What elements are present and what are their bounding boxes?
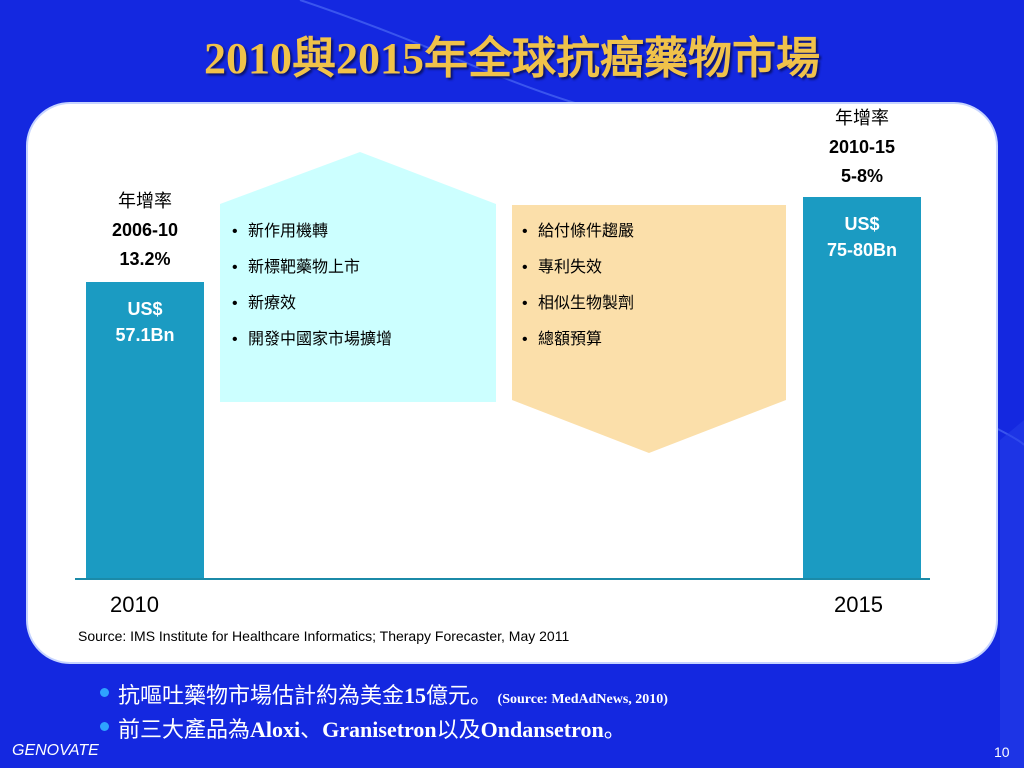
baseline-axis [75, 578, 930, 580]
down-factor-item: 總額預算 [516, 322, 634, 358]
bar-2010-currency: US$ [127, 299, 163, 319]
note-2-sep-2: 以及 [436, 717, 481, 742]
page-number: 10 [994, 744, 1010, 760]
source-citation: Source: IMS Institute for Healthcare Inf… [78, 628, 570, 644]
note-1: 抗嘔吐藥物市場估計約為美金15億元。 (Source: MedAdNews, 2… [100, 678, 668, 710]
note-2: 前三大產品為Aloxi、Granisetron以及Ondansetron。 [100, 712, 626, 744]
down-factors-list: 給付條件趨嚴 專利失效 相似生物製劑 總額預算 [516, 214, 634, 358]
slide-title: 2010與2015年全球抗癌藥物市場 [204, 34, 820, 83]
note-1-suffix: 億元。 [426, 683, 493, 708]
up-factor-item: 開發中國家市場擴增 [226, 322, 392, 358]
bar-2015: US$ 75-80Bn [803, 197, 921, 578]
right-growth-rate: 5-8% [840, 166, 884, 186]
note-1-source: (Source: MedAdNews, 2010) [497, 692, 668, 707]
year-label-2010: 2010 [110, 592, 159, 617]
bar-2010: US$ 57.1Bn [86, 282, 204, 578]
bar-2015-value: 75-80Bn [826, 240, 898, 260]
down-factor-item: 專利失效 [516, 250, 634, 286]
right-growth-label: 年增率 2010-15 5-8% [803, 104, 921, 191]
up-factor-item: 新作用機轉 [226, 214, 392, 250]
up-factor-item: 新標靶藥物上市 [226, 250, 392, 286]
note-2-sep-1: 、 [300, 717, 323, 742]
right-growth-title: 年增率 [835, 108, 889, 128]
bar-2010-value: 57.1Bn [115, 325, 175, 345]
note-2-product-2: Granisetron [322, 717, 437, 742]
down-factor-item: 給付條件趨嚴 [516, 214, 634, 250]
left-growth-rate: 13.2% [119, 249, 171, 269]
note-2-text: 前三大產品為 [118, 717, 251, 742]
left-growth-title: 年增率 [118, 191, 172, 211]
note-2-product-1: Aloxi [250, 717, 301, 742]
note-1-text: 抗嘔吐藥物市場估計約為美金 [118, 683, 405, 708]
down-factor-item: 相似生物製劑 [516, 286, 634, 322]
left-growth-period: 2006-10 [111, 220, 179, 240]
note-1-number: 15 [404, 683, 427, 708]
note-2-end: 。 [603, 717, 626, 742]
bullet-dot-icon [100, 722, 109, 731]
left-growth-label: 年增率 2006-10 13.2% [86, 187, 204, 274]
up-factor-item: 新療效 [226, 286, 392, 322]
right-growth-period: 2010-15 [828, 137, 896, 157]
bullet-dot-icon [100, 688, 109, 697]
year-label-2015: 2015 [834, 592, 883, 617]
up-factors-list: 新作用機轉 新標靶藥物上市 新療效 開發中國家市場擴增 [226, 214, 392, 358]
brand-logo-text: GENOVATE [12, 742, 99, 759]
bar-2015-currency: US$ [844, 214, 880, 234]
note-2-product-3: Ondansetron [480, 717, 604, 742]
